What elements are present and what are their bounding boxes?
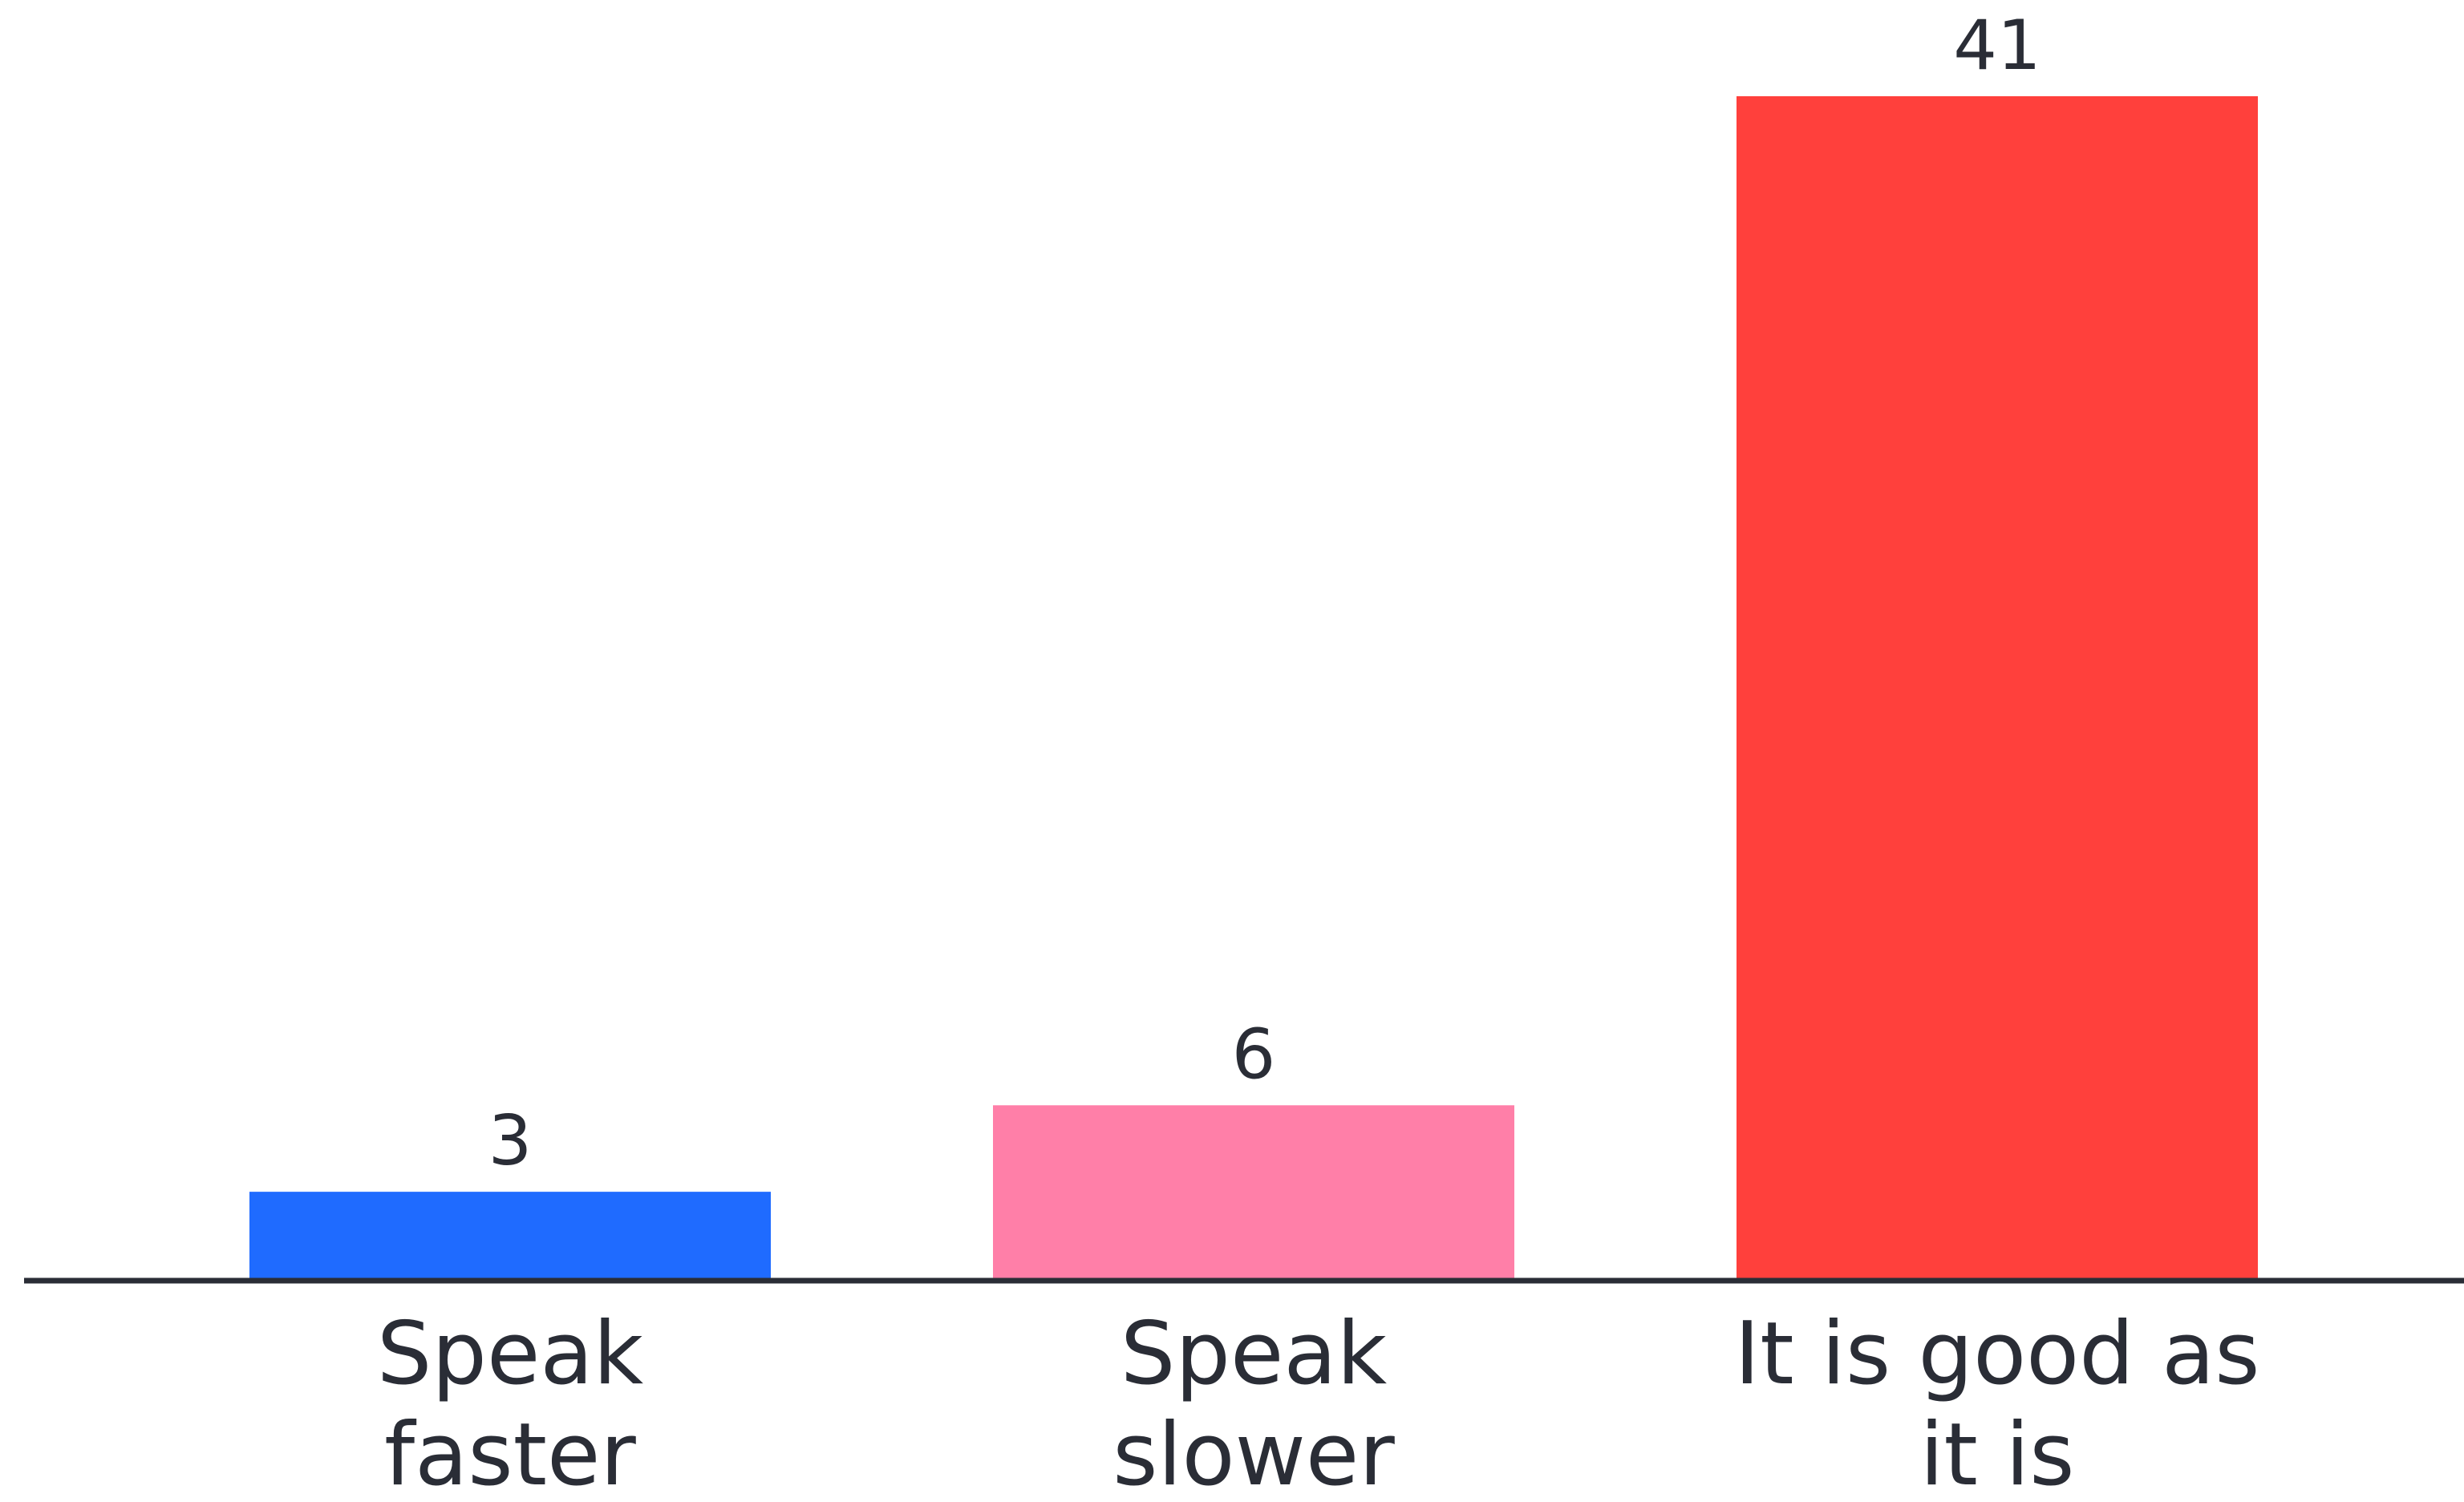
value-labels-layer: 3 6 41 xyxy=(488,6,2041,1181)
bar-value-label-1: 3 xyxy=(488,1101,533,1181)
category-label-2: Speak slower xyxy=(1112,1304,1395,1502)
category-label-line: Speak xyxy=(1121,1304,1388,1404)
category-label-line: Speak xyxy=(377,1304,644,1404)
bar-1 xyxy=(249,1192,771,1278)
bars-layer xyxy=(249,96,2258,1278)
bar-value-label-2: 6 xyxy=(1232,1014,1276,1095)
category-label-line: it is xyxy=(1920,1405,2075,1502)
category-label-1: Speak faster xyxy=(377,1304,644,1502)
category-label-line: It is good as xyxy=(1734,1304,2259,1404)
bar-3 xyxy=(1737,96,2258,1278)
category-label-line: faster xyxy=(384,1405,636,1502)
bar-value-label-3: 41 xyxy=(1953,6,2040,86)
bar-2 xyxy=(993,1105,1514,1278)
category-label-3: It is good as it is xyxy=(1734,1304,2259,1502)
category-label-line: slower xyxy=(1112,1405,1395,1502)
